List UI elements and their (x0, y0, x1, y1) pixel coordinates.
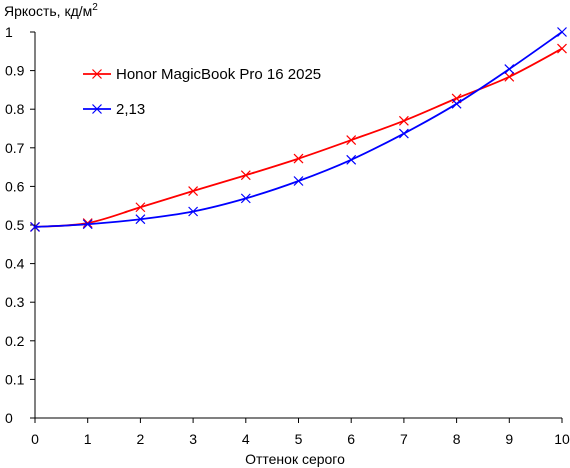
series-marker-1 (188, 206, 199, 217)
y-tick-label: 0.4 (5, 256, 25, 272)
series-marker-1 (398, 128, 409, 139)
series-marker-0 (240, 170, 251, 181)
x-axis-title: Оттенок серого (245, 451, 345, 467)
series-marker-1 (557, 27, 567, 37)
x-tick-label: 10 (554, 431, 570, 447)
y-axis-title-sup: 2 (92, 2, 98, 13)
y-tick-label: 1 (5, 24, 13, 40)
y-tick-label: 0.5 (5, 217, 25, 233)
y-tick-label: 0.2 (5, 333, 25, 349)
series-marker-1 (135, 214, 146, 225)
series-marker-0 (557, 43, 567, 54)
series-marker-1 (504, 64, 515, 74)
y-tick-label: 0.1 (5, 371, 25, 387)
series-marker-1 (346, 154, 357, 165)
x-tick-label: 6 (347, 431, 355, 447)
x-tick-label: 7 (400, 431, 408, 447)
series-marker-1 (30, 222, 40, 232)
y-tick-label: 0.8 (5, 101, 25, 117)
legend: Honor MagicBook Pro 16 2025 2,13 (83, 66, 321, 118)
legend-item: 2,13 (83, 101, 145, 118)
y-axis-title-main: Яркость, кд/м (4, 3, 92, 19)
x-tick-label: 5 (295, 431, 303, 447)
x-tick-label: 8 (453, 431, 461, 447)
y-tick-label: 0.7 (5, 140, 25, 156)
y-tick-label: 0.9 (5, 63, 25, 79)
x-tick-label: 0 (31, 431, 39, 447)
legend-label: 2,13 (116, 101, 145, 118)
series-marker-0 (346, 135, 357, 146)
series-marker-0 (82, 218, 93, 228)
y-axis-title: Яркость, кд/м2 (4, 2, 98, 19)
legend-label: Honor MagicBook Pro 16 2025 (116, 66, 321, 83)
y-tick-label: 0.3 (5, 294, 25, 310)
series-marker-1 (451, 98, 462, 109)
x-tick-label: 3 (189, 431, 197, 447)
y-tick-label: 0 (5, 410, 13, 426)
x-axis-ticks: 0 1 2 3 4 5 6 7 8 9 10 (31, 418, 570, 447)
x-tick-label: 2 (137, 431, 145, 447)
legend-item: Honor MagicBook Pro 16 2025 (83, 66, 321, 83)
x-tick-label: 1 (84, 431, 92, 447)
series-marker-0 (135, 202, 146, 213)
series-marker-0 (504, 71, 515, 82)
series-marker-0 (188, 186, 199, 196)
series-marker-1 (240, 193, 251, 204)
legend-marker (92, 69, 102, 79)
series-marker-1 (293, 176, 304, 186)
series-line-1 (34, 31, 563, 228)
series-marker-0 (293, 153, 304, 164)
series-marker-1 (82, 219, 93, 230)
y-tick-label: 0.6 (5, 178, 25, 194)
x-tick-label: 9 (505, 431, 513, 447)
series-layer (30, 27, 567, 232)
x-tick-label: 4 (242, 431, 250, 447)
series-marker-0 (398, 115, 409, 126)
y-axis-ticks: 0 0.1 0.2 0.3 0.4 0.5 0.6 0.7 0.8 0.9 1 (5, 24, 35, 426)
legend-marker (92, 104, 102, 114)
